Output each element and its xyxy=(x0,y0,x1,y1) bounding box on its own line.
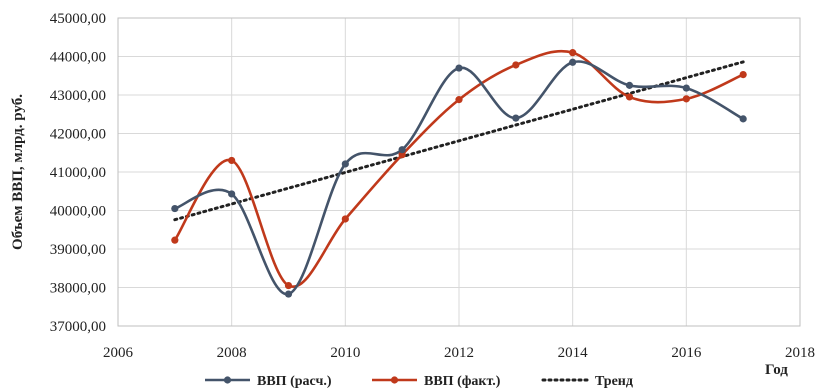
data-point-fact xyxy=(625,93,634,101)
legend-marker xyxy=(390,376,399,384)
data-point-calc xyxy=(455,64,463,72)
x-tick-label: 2010 xyxy=(330,345,360,361)
data-point-calc xyxy=(512,114,520,122)
data-point-calc xyxy=(284,290,293,298)
data-point-calc xyxy=(228,190,236,198)
data-point-fact xyxy=(512,61,520,69)
legend-item-calc: ВВП (расч.) xyxy=(205,374,332,389)
plot-area-border xyxy=(117,17,801,327)
legend-marker xyxy=(223,376,232,384)
y-axis-title: Объем ВВП, млрд. руб. xyxy=(10,94,26,250)
y-tick-label: 44000,00 xyxy=(50,50,106,66)
data-point-calc xyxy=(569,58,577,66)
y-tick-label: 37000,00 xyxy=(50,319,106,335)
y-tick-label: 43000,00 xyxy=(50,88,106,104)
y-tick-label: 45000,00 xyxy=(50,11,106,27)
x-tick-label: 2006 xyxy=(103,345,134,361)
y-tick-label: 39000,00 xyxy=(50,242,106,258)
series-markers xyxy=(171,49,747,298)
data-point-fact xyxy=(682,95,690,103)
data-point-fact xyxy=(171,236,179,244)
series-line-trend xyxy=(173,60,745,222)
y-tick-labels: 37000,00 38000,00 39000,00 40000,00 41000,00… xyxy=(50,11,106,335)
legend-label: ВВП (расч.) xyxy=(257,374,332,389)
x-tick-label: 2016 xyxy=(671,345,702,361)
x-tick-label: 2018 xyxy=(785,345,815,361)
gridlines xyxy=(117,17,801,327)
data-point-fact xyxy=(455,96,463,104)
legend-label: ВВП (факт.) xyxy=(424,374,501,389)
legend: ВВП (расч.) ВВП (факт.) Тренд xyxy=(205,374,633,389)
data-point-calc xyxy=(682,84,690,92)
data-point-fact xyxy=(284,281,293,290)
y-tick-label: 40000,00 xyxy=(50,204,106,220)
x-axis-title: Год xyxy=(765,362,788,378)
data-point-calc xyxy=(625,81,634,89)
legend-item-trend: Тренд xyxy=(541,374,633,389)
x-tick-labels: 2006 2008 2010 2012 2014 2016 2018 xyxy=(103,345,815,361)
data-point-fact xyxy=(228,156,236,165)
data-point-calc xyxy=(171,204,179,213)
data-point-calc xyxy=(398,146,406,154)
legend-item-fact: ВВП (факт.) xyxy=(372,374,501,389)
y-tick-label: 42000,00 xyxy=(50,127,106,143)
y-tick-label: 41000,00 xyxy=(50,165,106,181)
x-tick-label: 2014 xyxy=(558,345,589,361)
data-point-fact xyxy=(569,49,577,57)
legend-label: Тренд xyxy=(595,374,633,389)
x-tick-label: 2008 xyxy=(217,345,247,361)
y-tick-label: 38000,00 xyxy=(50,281,106,297)
data-point-fact xyxy=(398,151,406,159)
data-point-fact xyxy=(341,215,349,223)
data-point-fact xyxy=(739,70,747,79)
x-tick-label: 2012 xyxy=(444,345,474,361)
data-point-calc xyxy=(341,160,349,168)
data-point-calc xyxy=(739,115,747,123)
